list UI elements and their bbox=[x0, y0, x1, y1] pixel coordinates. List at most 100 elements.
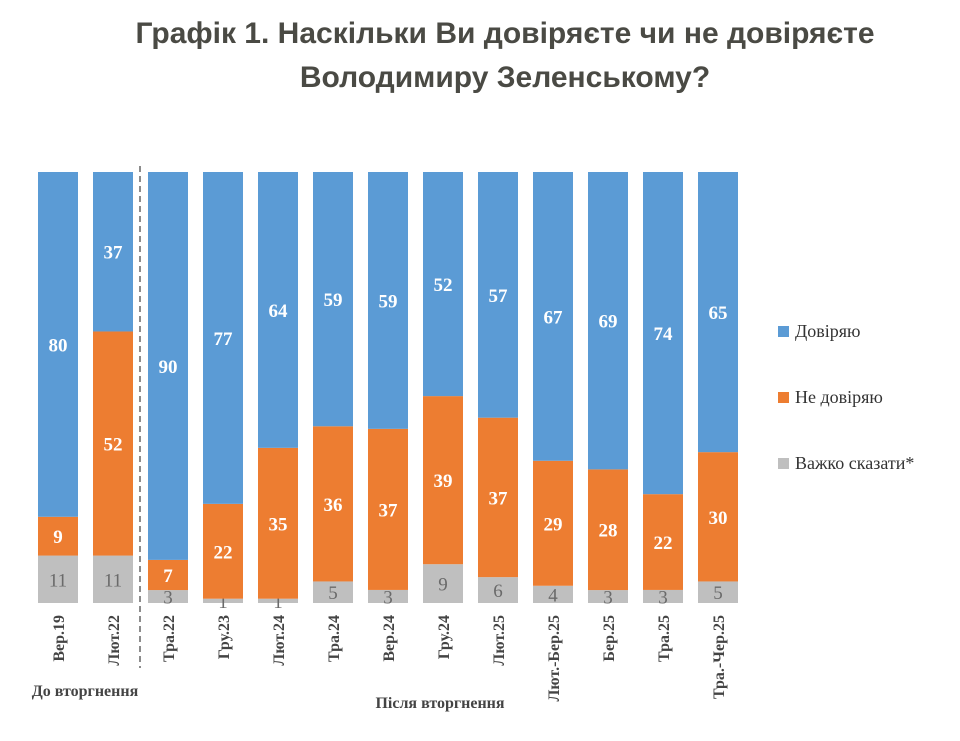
data-label: 22 bbox=[654, 533, 673, 554]
data-label: 57 bbox=[489, 286, 509, 307]
bar-segment-hard-to-say bbox=[368, 589, 408, 603]
data-label: 11 bbox=[49, 570, 67, 591]
bar-segment-trust bbox=[533, 172, 573, 461]
bar-segment-distrust bbox=[38, 516, 78, 556]
chart-title-line2: Володимиру Зеленському? bbox=[299, 61, 711, 94]
data-label: 6 bbox=[493, 581, 503, 602]
bar-segment-distrust bbox=[368, 428, 408, 590]
x-tick-label: Лют.-Бер.25 bbox=[546, 615, 563, 702]
bar-segment-trust bbox=[313, 172, 353, 427]
data-label: 1 bbox=[218, 592, 228, 613]
data-label: 29 bbox=[544, 514, 563, 535]
x-tick-label: Лют.24 bbox=[271, 615, 288, 666]
data-label: 3 bbox=[163, 588, 173, 609]
data-label: 37 bbox=[489, 488, 509, 509]
data-label: 5 bbox=[328, 583, 338, 604]
data-label: 11 bbox=[104, 570, 122, 591]
bar-segment-hard-to-say bbox=[643, 589, 683, 603]
bar-segment-hard-to-say bbox=[93, 555, 133, 603]
x-tick-label: Тра.-Чер.25 bbox=[711, 615, 728, 699]
legend-swatch bbox=[778, 392, 789, 403]
bar-segment-trust bbox=[478, 172, 518, 418]
legend-swatch bbox=[778, 326, 789, 337]
group-label-before: До вторгнення bbox=[31, 683, 139, 700]
bar-segment-distrust bbox=[643, 494, 683, 590]
x-tick-label: Гру.24 bbox=[436, 615, 453, 659]
bar-segment-trust bbox=[698, 172, 738, 453]
bar-segment-distrust bbox=[478, 417, 518, 578]
x-tick-label: Гру.23 bbox=[216, 615, 233, 659]
bar-segment-trust bbox=[368, 172, 408, 429]
data-label: 7 bbox=[163, 566, 173, 587]
bar-segment-trust bbox=[423, 172, 463, 397]
data-label: 59 bbox=[324, 290, 343, 311]
bar-segment-trust bbox=[38, 172, 78, 517]
data-label: 5 bbox=[713, 583, 723, 604]
bar-segment-hard-to-say bbox=[38, 555, 78, 603]
legend-label: Не довіряю bbox=[795, 387, 883, 407]
data-label: 80 bbox=[49, 335, 68, 356]
legend-label: Довіряю bbox=[795, 321, 861, 341]
data-label: 1 bbox=[273, 592, 283, 613]
bar-segment-distrust bbox=[588, 469, 628, 591]
bar-segment-distrust bbox=[698, 452, 738, 582]
bar-segment-hard-to-say bbox=[533, 585, 573, 603]
bar-segment-hard-to-say bbox=[478, 577, 518, 603]
data-label: 3 bbox=[658, 587, 668, 608]
chart-title-line1: Графік 1. Наскільки Ви довіряєте чи не д… bbox=[135, 17, 875, 50]
data-label: 64 bbox=[269, 301, 289, 322]
x-tick-label: Лют.25 bbox=[491, 615, 508, 666]
data-label: 69 bbox=[599, 312, 618, 333]
legend-swatch bbox=[778, 458, 789, 469]
bar-segment-distrust bbox=[93, 331, 133, 556]
data-label: 3 bbox=[383, 587, 393, 608]
bar-segment-trust bbox=[148, 172, 188, 560]
data-label: 74 bbox=[654, 324, 674, 345]
x-tick-label: Вер.24 bbox=[381, 615, 398, 662]
data-label: 39 bbox=[434, 471, 453, 492]
x-tick-label: Вер.19 bbox=[51, 615, 68, 662]
x-tick-label: Тра.25 bbox=[656, 615, 673, 662]
data-label: 4 bbox=[548, 585, 558, 606]
bar-segment-hard-to-say bbox=[313, 581, 353, 603]
data-label: 9 bbox=[438, 575, 448, 596]
data-label: 59 bbox=[379, 291, 398, 312]
group-label-after: Після вторгнення bbox=[375, 695, 505, 712]
bar-segment-hard-to-say bbox=[698, 581, 738, 603]
bar-segment-trust bbox=[203, 172, 243, 504]
data-label: 9 bbox=[53, 527, 63, 548]
x-tick-label: Тра.22 bbox=[161, 615, 178, 662]
bar-segment-trust bbox=[643, 172, 683, 495]
data-label: 67 bbox=[544, 307, 564, 328]
bar-segment-trust bbox=[258, 172, 298, 448]
x-tick-label: Лют.22 bbox=[106, 615, 123, 666]
bar-segment-trust bbox=[588, 172, 628, 470]
bar-segment-distrust bbox=[258, 447, 298, 599]
data-label: 30 bbox=[709, 508, 728, 529]
x-tick-label: Тра.24 bbox=[326, 615, 343, 662]
bar-segment-distrust bbox=[148, 559, 188, 591]
data-label: 37 bbox=[379, 500, 399, 521]
data-label: 28 bbox=[599, 521, 618, 542]
bar-segment-hard-to-say bbox=[148, 590, 188, 603]
data-label: 35 bbox=[269, 514, 288, 535]
data-label: 90 bbox=[159, 357, 178, 378]
bar-segment-distrust bbox=[313, 426, 353, 582]
x-tick-label: Бер.25 bbox=[601, 615, 618, 662]
bar-segment-distrust bbox=[423, 396, 463, 565]
data-label: 65 bbox=[709, 303, 728, 324]
data-label: 37 bbox=[104, 243, 124, 264]
bar-segment-trust bbox=[93, 172, 133, 332]
data-label: 52 bbox=[104, 435, 123, 456]
data-label: 3 bbox=[603, 588, 613, 609]
data-label: 77 bbox=[214, 329, 234, 350]
bar-segment-hard-to-say bbox=[258, 598, 298, 603]
bar-segment-hard-to-say bbox=[203, 598, 243, 603]
bar-segment-distrust bbox=[533, 460, 573, 586]
data-label: 36 bbox=[324, 495, 343, 516]
legend-label: Важко сказати* bbox=[795, 453, 914, 473]
bar-segment-hard-to-say bbox=[588, 590, 628, 603]
bar-segment-hard-to-say bbox=[423, 564, 463, 603]
